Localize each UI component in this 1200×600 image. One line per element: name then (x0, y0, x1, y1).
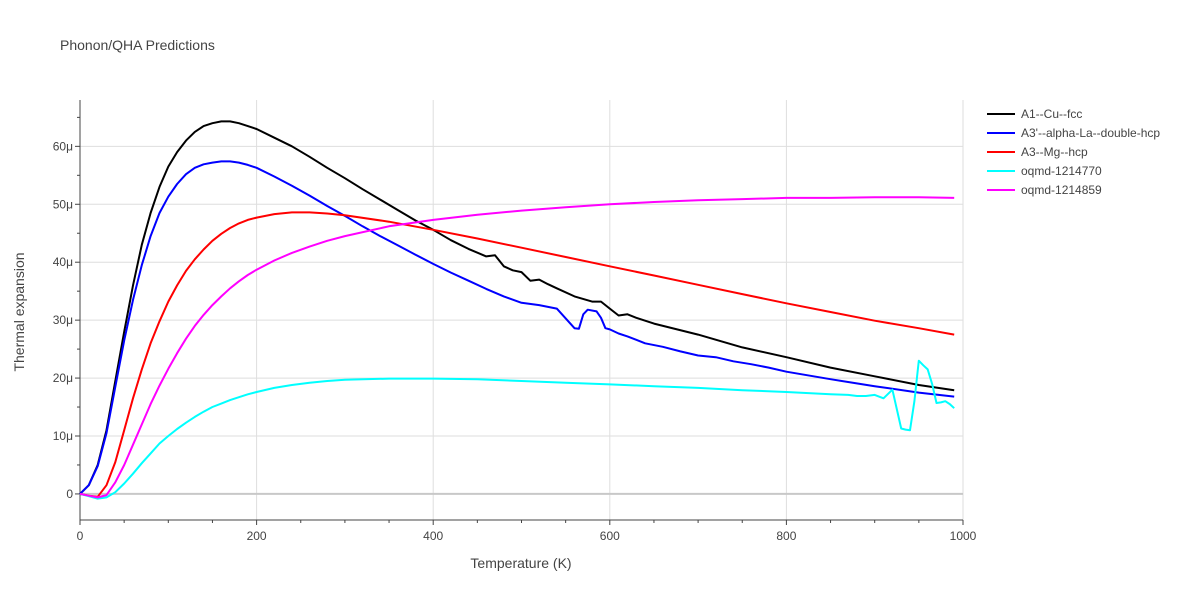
legend-item-3[interactable]: A3--Mg--hcp (987, 145, 1088, 159)
x-tick-label: 400 (423, 529, 443, 543)
legend-item-1[interactable]: A1--Cu--fcc (987, 107, 1082, 121)
series-line-2 (79, 160, 955, 495)
legend-item-5[interactable]: oqmd-1214859 (987, 183, 1102, 197)
series-line-3 (79, 211, 955, 498)
y-axis-ticks: 0 10μ 20μ 30μ 40μ 50μ 60μ (53, 116, 80, 501)
x-tick-label: 0 (77, 529, 84, 543)
series-line-1 (79, 120, 955, 495)
y-tick-label: 50μ (53, 197, 73, 211)
x-tick-label: 600 (600, 529, 620, 543)
y-tick-label: 40μ (53, 255, 73, 269)
legend-label: A3--Mg--hcp (1021, 145, 1088, 159)
x-axis-ticks: 0 200 400 600 800 1000 (77, 520, 977, 543)
y-tick-label: 30μ (53, 313, 73, 327)
legend-label: oqmd-1214770 (1021, 164, 1102, 178)
legend-label: A1--Cu--fcc (1021, 107, 1082, 121)
x-axis-title: Temperature (K) (470, 555, 571, 571)
y-axis-title: Thermal expansion (11, 252, 27, 371)
grid-lines (80, 100, 964, 520)
y-tick-label: 10μ (53, 429, 73, 443)
legend-item-4[interactable]: oqmd-1214770 (987, 164, 1102, 178)
y-tick-label: 20μ (53, 371, 73, 385)
y-tick-label: 60μ (53, 139, 73, 153)
y-tick-label: 0 (66, 487, 73, 501)
series-line-5 (79, 196, 955, 499)
legend-label: oqmd-1214859 (1021, 183, 1102, 197)
legend-label: A3'--alpha-La--double-hcp (1021, 126, 1160, 140)
x-tick-label: 1000 (950, 529, 977, 543)
x-tick-label: 200 (247, 529, 267, 543)
chart-title: Phonon/QHA Predictions (60, 37, 215, 53)
legend[interactable]: A1--Cu--fcc A3'--alpha-La--double-hcp A3--… (987, 107, 1160, 197)
series-lines (79, 120, 955, 500)
x-tick-label: 800 (776, 529, 796, 543)
series-line-4 (79, 359, 955, 500)
legend-item-2[interactable]: A3'--alpha-La--double-hcp (987, 126, 1160, 140)
